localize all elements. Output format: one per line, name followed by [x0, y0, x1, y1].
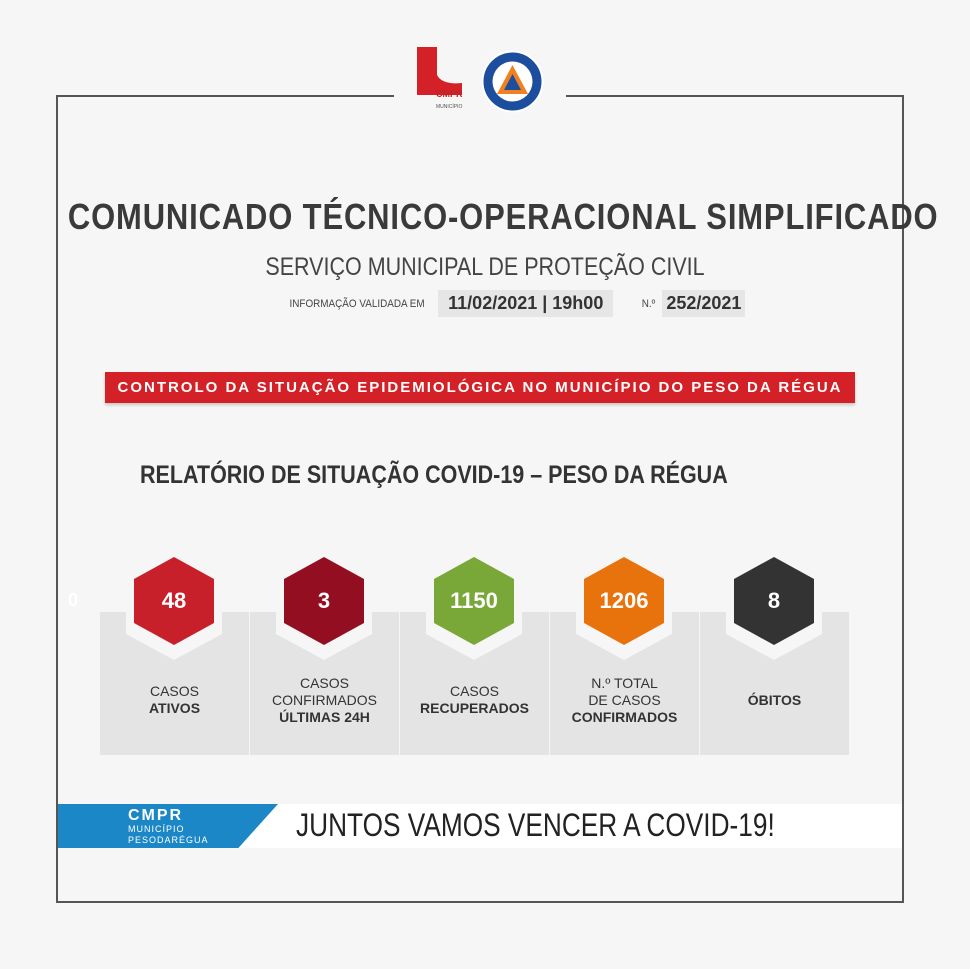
- stat-label-line: CONFIRMADOS: [272, 691, 377, 708]
- stat-label-line: CASOS: [149, 683, 199, 699]
- stat-label: CASOS ATIVOS: [100, 683, 249, 717]
- stray-text: 0: [68, 590, 79, 610]
- stat-value: 3: [284, 557, 364, 645]
- page-title: COMUNICADO TÉCNICO-OPERACIONAL SIMPLIFIC…: [67, 196, 939, 237]
- stat-label-bold: ÚLTIMAS 24H: [279, 708, 370, 725]
- frame-border: [902, 95, 904, 903]
- frame-border: [56, 901, 904, 903]
- stat-label-bold: RECUPERADOS: [420, 700, 529, 716]
- stat-value: 48: [134, 557, 214, 645]
- footer-logo-line: MUNICÍPIO: [128, 824, 185, 834]
- communique-number: 252/2021: [662, 290, 746, 317]
- footer-logo: CMPR MUNICÍPIO PESODARÉGUA: [128, 807, 209, 846]
- validation-date: 11/02/2021 | 19h00: [438, 290, 614, 317]
- footer-blue-band: [58, 804, 278, 848]
- section-banner: CONTROLO DA SITUAÇÃO EPIDEMIOLÓGICA NO M…: [105, 372, 855, 403]
- footer-logo-mark: CMPR: [128, 807, 184, 824]
- svg-text:CMPR: CMPR: [436, 89, 463, 99]
- frame-border: [566, 95, 904, 97]
- info-label: INFORMAÇÃO VALIDADA EM: [289, 297, 425, 310]
- municipio-logo: CMPR MUNICÍPIO: [417, 47, 467, 113]
- stat-label-line: CASOS: [449, 683, 499, 699]
- stat-label-line: DE CASOS: [588, 691, 661, 708]
- stat-label: CASOS RECUPERADOS: [400, 683, 549, 717]
- footer-slogan: JUNTOS VAMOS VENCER A COVID-19!: [296, 807, 775, 843]
- stat-label: ÓBITOS: [700, 692, 849, 709]
- stat-value: 1206: [584, 557, 664, 645]
- stat-label-bold: CONFIRMADOS: [571, 708, 678, 725]
- stat-label: CASOS CONFIRMADOS ÚLTIMAS 24H: [250, 675, 399, 726]
- stat-value: 1150: [434, 557, 514, 645]
- footer-logo-line: PESODARÉGUA: [128, 835, 209, 845]
- info-row: INFORMAÇÃO VALIDADA EM 11/02/2021 | 19h0…: [282, 290, 746, 317]
- protecao-civil-logo: [481, 50, 544, 113]
- page-subtitle: SERVIÇO MUNICIPAL DE PROTEÇÃO CIVIL: [265, 253, 705, 281]
- stat-label-line: N.º TOTAL: [591, 674, 658, 691]
- stat-label-bold: ATIVOS: [148, 700, 201, 716]
- frame-border: [56, 95, 394, 97]
- report-title: RELATÓRIO DE SITUAÇÃO COVID-19 – PESO DA…: [140, 461, 728, 489]
- svg-text:MUNICÍPIO: MUNICÍPIO: [436, 103, 463, 110]
- stat-label-line: CASOS: [299, 674, 349, 691]
- frame-border: [56, 95, 58, 903]
- number-label: N.º: [642, 297, 656, 310]
- stat-value: 8: [734, 557, 814, 645]
- stat-label-bold: ÓBITOS: [747, 691, 802, 708]
- stat-label: N.º TOTAL DE CASOS CONFIRMADOS: [550, 675, 699, 726]
